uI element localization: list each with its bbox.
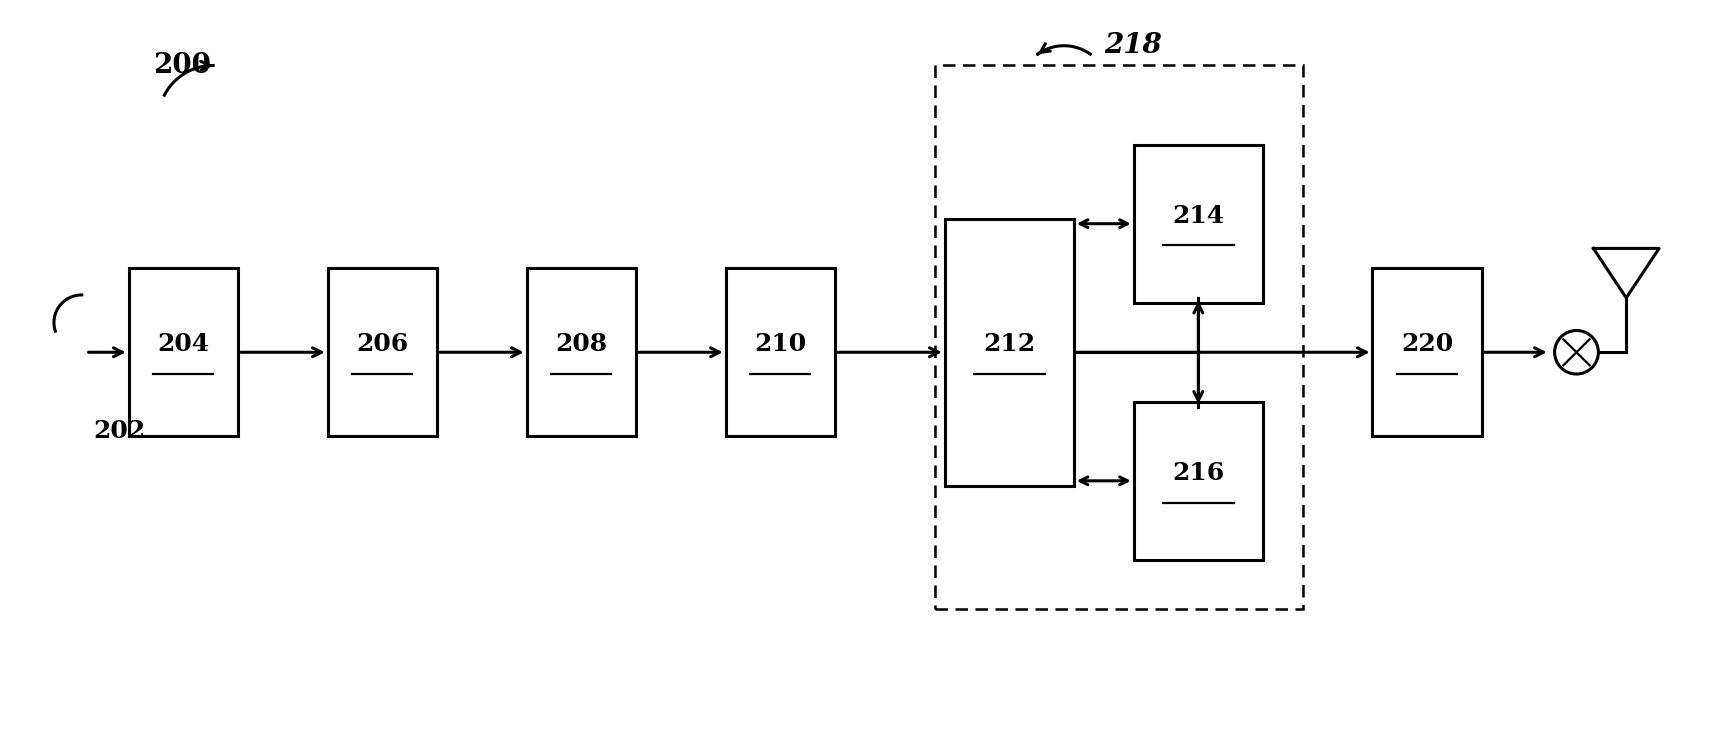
Text: 202: 202 xyxy=(94,420,146,444)
Polygon shape xyxy=(1594,248,1659,298)
Text: 216: 216 xyxy=(1172,461,1225,485)
Bar xyxy=(944,219,1074,486)
Bar xyxy=(328,268,438,436)
Bar xyxy=(935,65,1302,609)
Bar xyxy=(726,268,836,436)
Bar xyxy=(1373,268,1483,436)
Bar xyxy=(1134,144,1263,303)
Text: 214: 214 xyxy=(1172,204,1225,228)
Bar xyxy=(1134,402,1263,560)
Text: 218: 218 xyxy=(1103,32,1162,59)
Bar xyxy=(527,268,637,436)
Text: 210: 210 xyxy=(755,332,807,356)
Text: 206: 206 xyxy=(357,332,408,356)
Text: 220: 220 xyxy=(1402,332,1453,356)
Text: 204: 204 xyxy=(158,332,209,356)
Bar xyxy=(129,268,239,436)
Text: 200: 200 xyxy=(153,52,211,79)
Text: 208: 208 xyxy=(556,332,607,356)
Text: 212: 212 xyxy=(983,332,1035,356)
